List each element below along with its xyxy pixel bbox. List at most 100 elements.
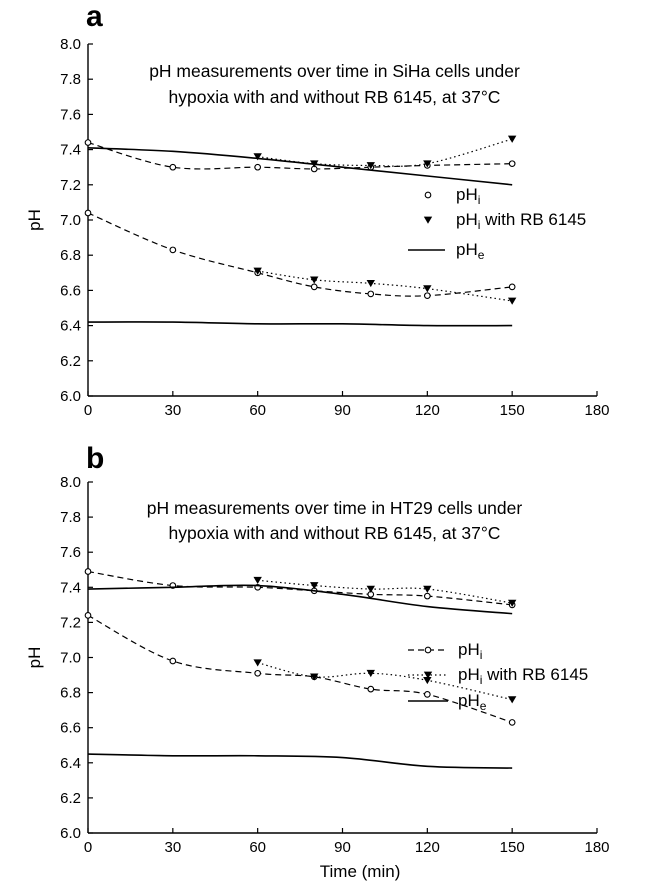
x-tick-label: 0	[84, 402, 92, 419]
series-pHe_lower	[87, 753, 513, 769]
legend-marker	[424, 191, 432, 199]
legend-item: pHi with RB 6145	[423, 210, 586, 232]
panel-a: a 6.0 6.2 6.4 6.6 6.8 7.0 7.2 7.4 7.6 7.8 8.0 0 30 60 9…	[25, 0, 610, 419]
series-line	[257, 270, 513, 302]
data-point	[310, 673, 319, 681]
series-pHi_lower	[84, 209, 516, 300]
data-point	[507, 696, 517, 704]
legend-label: pHi with RB 6145	[456, 210, 586, 232]
y-tick-label: 6.4	[60, 755, 81, 772]
y-tick-label: 7.2	[60, 177, 81, 194]
series-line	[87, 584, 513, 615]
data-point	[508, 160, 516, 168]
chart-title-line: pH measurements over time in HT29 cells …	[147, 498, 523, 518]
y-tick-label: 6.8	[60, 247, 81, 264]
chart-title-line: hypoxia with and without RB 6145, at 37°…	[169, 523, 501, 543]
y-tick-label: 7.0	[60, 650, 81, 667]
data-point	[310, 276, 319, 284]
data-point	[423, 691, 431, 698]
data-point	[508, 283, 516, 291]
y-tick-label: 7.4	[60, 142, 81, 159]
legend: pHi pHi with RB 6145 pHe	[408, 640, 588, 713]
x-tick-label: 120	[415, 402, 440, 419]
legend-item: pHi	[424, 185, 480, 207]
panel-b: b 6.0 6.2 6.4 6.6 6.8 7.0 7.2 7.4 7.6 7.8 8.0 0 30 60 9…	[25, 442, 610, 881]
data-point	[310, 283, 318, 291]
legend-label: pHe	[456, 240, 485, 262]
data-point	[423, 592, 431, 600]
data-point	[253, 576, 262, 585]
data-point	[507, 599, 517, 607]
data-point	[84, 209, 92, 217]
x-tick-label: 150	[500, 402, 525, 419]
panel-letter: a	[86, 0, 103, 33]
data-point	[507, 135, 517, 143]
data-point	[169, 246, 177, 254]
data-point	[253, 659, 262, 667]
data-point	[423, 160, 432, 168]
series-line	[87, 141, 513, 170]
x-tick-label: 120	[415, 839, 440, 856]
legend-label: pHi	[458, 640, 482, 662]
legend-item: pHe	[408, 240, 485, 262]
y-tick-label: 7.8	[60, 509, 81, 526]
data-point	[507, 297, 517, 305]
x-tick-label: 150	[500, 839, 525, 856]
data-point	[310, 582, 319, 590]
y-axis-label: pH	[25, 209, 44, 231]
legend-item: pHi with RB 6145	[408, 665, 588, 687]
y-tick-label: 8.0	[60, 474, 81, 491]
data-point	[423, 585, 432, 593]
series-pHe_lower	[87, 321, 513, 327]
data-point	[366, 280, 375, 288]
data-point	[367, 685, 375, 693]
x-tick-label: 180	[584, 839, 609, 856]
x-tick-label: 30	[164, 402, 181, 419]
y-tick-label: 6.0	[60, 388, 81, 405]
series-pHe_upper	[87, 584, 513, 615]
series-line	[87, 321, 513, 327]
x-tick-label: 180	[584, 402, 609, 419]
series-line	[257, 579, 513, 604]
legend: pHi pHi with RB 6145 pHe	[408, 185, 586, 262]
x-tick-label: 90	[334, 839, 351, 856]
legend-label: pHi with RB 6145	[458, 665, 588, 687]
y-axis-label: pH	[25, 647, 44, 669]
x-tick-label: 60	[249, 839, 266, 856]
data-point	[508, 719, 516, 726]
data-point	[366, 585, 375, 593]
series-pHi_rb_lower	[253, 267, 517, 305]
data-point	[169, 657, 177, 665]
data-point	[366, 162, 375, 170]
data-point	[253, 267, 262, 275]
x-tick-label: 90	[334, 402, 351, 419]
y-tick-label: 7.2	[60, 614, 81, 631]
y-tick-label: 7.6	[60, 106, 81, 123]
data-point	[366, 669, 375, 678]
series-line	[87, 614, 513, 724]
y-tick-label: 6.0	[60, 825, 81, 842]
y-tick-label: 8.0	[60, 36, 81, 53]
legend-item: pHi	[408, 640, 482, 662]
y-tick-label: 6.8	[60, 685, 81, 702]
legend-label: pHi	[456, 185, 480, 207]
series-pHi_upper	[84, 139, 516, 173]
data-point	[423, 292, 431, 300]
y-tick-label: 6.2	[60, 353, 81, 370]
data-point	[423, 676, 432, 685]
data-point	[367, 290, 375, 298]
series-line	[87, 147, 513, 186]
chart-title-line: pH measurements over time in SiHa cells …	[149, 61, 520, 81]
data-point	[84, 568, 92, 575]
data-point	[253, 153, 262, 161]
data-point	[254, 669, 262, 677]
series-line	[87, 212, 513, 297]
panel-letter: b	[86, 442, 104, 475]
y-tick-label: 6.2	[60, 790, 81, 807]
y-tick-label: 6.4	[60, 318, 81, 335]
y-tick-label: 6.6	[60, 282, 81, 299]
y-tick-label: 6.6	[60, 720, 81, 737]
data-point	[169, 163, 177, 171]
legend-marker	[423, 216, 433, 224]
